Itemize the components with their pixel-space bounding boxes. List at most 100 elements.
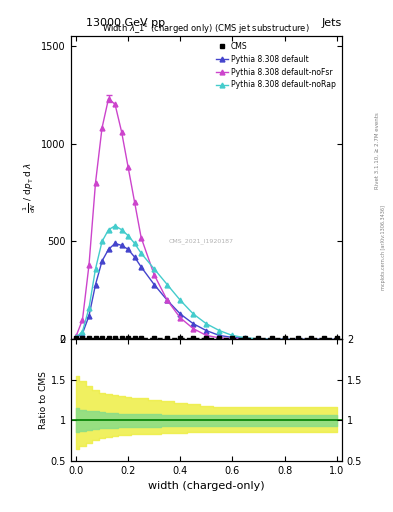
Pythia 8.308 default: [178, 311, 183, 317]
CMS: [132, 335, 137, 342]
Pythia 8.308 default-noRap: [152, 266, 156, 272]
Pythia 8.308 default: [152, 282, 156, 288]
Pythia 8.308 default: [106, 246, 111, 252]
Text: 13000 GeV pp: 13000 GeV pp: [86, 18, 165, 28]
Pythia 8.308 default-noRap: [295, 336, 300, 343]
Pythia 8.308 default-noRap: [73, 334, 78, 340]
Pythia 8.308 default-noRap: [256, 336, 261, 342]
Pythia 8.308 default-noFsr: [152, 272, 156, 278]
Pythia 8.308 default: [243, 335, 248, 342]
Pythia 8.308 default: [126, 246, 130, 252]
Pythia 8.308 default-noRap: [165, 282, 169, 288]
Pythia 8.308 default-noRap: [119, 227, 124, 233]
Pythia 8.308 default: [113, 240, 118, 246]
Pythia 8.308 default: [73, 334, 78, 340]
Pythia 8.308 default-noRap: [217, 328, 222, 334]
Pythia 8.308 default: [321, 336, 326, 343]
CMS: [119, 335, 124, 342]
Pythia 8.308 default-noRap: [139, 250, 143, 257]
Pythia 8.308 default: [165, 297, 169, 303]
Pythia 8.308 default-noFsr: [204, 332, 209, 338]
Pythia 8.308 default-noRap: [269, 336, 274, 342]
Pythia 8.308 default-noRap: [321, 336, 326, 343]
Pythia 8.308 default-noRap: [86, 305, 91, 311]
CMS: [269, 335, 274, 342]
CMS: [73, 335, 78, 342]
Pythia 8.308 default-noFsr: [243, 336, 248, 342]
CMS: [295, 335, 300, 342]
Y-axis label: $\frac{1}{\mathrm{d}N}$ / $\mathrm{d}p_\mathrm{T}$ $\mathrm{d}\,\lambda$: $\frac{1}{\mathrm{d}N}$ / $\mathrm{d}p_\…: [22, 162, 39, 213]
Pythia 8.308 default-noRap: [178, 297, 183, 303]
Pythia 8.308 default-noRap: [126, 232, 130, 239]
Pythia 8.308 default-noFsr: [73, 333, 78, 339]
CMS: [93, 335, 98, 342]
Pythia 8.308 default-noFsr: [334, 336, 339, 343]
Pythia 8.308 default-noFsr: [80, 317, 85, 323]
Pythia 8.308 default-noFsr: [100, 125, 105, 131]
Pythia 8.308 default: [132, 254, 137, 260]
Pythia 8.308 default-noRap: [204, 321, 209, 327]
CMS: [321, 335, 326, 342]
Pythia 8.308 default: [80, 330, 85, 336]
Text: Rivet 3.1.10, ≥ 2.7M events: Rivet 3.1.10, ≥ 2.7M events: [375, 113, 380, 189]
Pythia 8.308 default-noFsr: [191, 326, 196, 332]
Pythia 8.308 default-noFsr: [86, 262, 91, 268]
Pythia 8.308 default-noFsr: [269, 336, 274, 343]
Line: Pythia 8.308 default: Pythia 8.308 default: [73, 241, 339, 342]
Pythia 8.308 default-noFsr: [113, 101, 118, 108]
CMS: [165, 335, 169, 342]
Pythia 8.308 default-noFsr: [217, 335, 222, 341]
Text: mcplots.cern.ch [arXiv:1306.3436]: mcplots.cern.ch [arXiv:1306.3436]: [381, 205, 386, 290]
CMS: [243, 335, 248, 342]
CMS: [282, 335, 287, 342]
Pythia 8.308 default: [139, 264, 143, 270]
Pythia 8.308 default: [334, 336, 339, 343]
Pythia 8.308 default-noFsr: [178, 315, 183, 321]
Pythia 8.308 default-noRap: [230, 332, 235, 338]
CMS: [178, 335, 183, 342]
Pythia 8.308 default: [93, 282, 98, 288]
CMS: [113, 335, 118, 342]
CMS: [106, 335, 111, 342]
Y-axis label: Ratio to CMS: Ratio to CMS: [39, 371, 48, 429]
CMS: [217, 335, 222, 342]
Pythia 8.308 default: [191, 321, 196, 327]
Pythia 8.308 default: [282, 336, 287, 343]
Text: Jets: Jets: [321, 18, 342, 28]
Pythia 8.308 default-noFsr: [93, 180, 98, 186]
Pythia 8.308 default-noFsr: [139, 234, 143, 241]
CMS: [152, 335, 156, 342]
Pythia 8.308 default-noFsr: [132, 199, 137, 205]
CMS: [204, 335, 209, 342]
Pythia 8.308 default-noFsr: [256, 336, 261, 343]
Text: CMS_2021_I1920187: CMS_2021_I1920187: [169, 238, 233, 244]
Pythia 8.308 default-noFsr: [106, 95, 111, 101]
Pythia 8.308 default-noRap: [308, 336, 313, 343]
Pythia 8.308 default: [86, 313, 91, 319]
Line: Pythia 8.308 default-noRap: Pythia 8.308 default-noRap: [73, 223, 339, 342]
X-axis label: width (charged-only): width (charged-only): [148, 481, 264, 491]
CMS: [308, 335, 313, 342]
Pythia 8.308 default-noRap: [243, 335, 248, 341]
Pythia 8.308 default-noRap: [106, 227, 111, 233]
CMS: [139, 335, 143, 342]
Pythia 8.308 default: [256, 336, 261, 342]
Pythia 8.308 default-noFsr: [308, 336, 313, 343]
Pythia 8.308 default-noFsr: [119, 129, 124, 135]
Pythia 8.308 default-noFsr: [126, 164, 130, 170]
CMS: [100, 335, 105, 342]
Pythia 8.308 default-noFsr: [321, 336, 326, 343]
CMS: [126, 335, 130, 342]
Pythia 8.308 default-noRap: [191, 311, 196, 317]
Line: Pythia 8.308 default-noFsr: Pythia 8.308 default-noFsr: [73, 96, 339, 342]
CMS: [86, 335, 91, 342]
Pythia 8.308 default-noRap: [282, 336, 287, 343]
Pythia 8.308 default-noRap: [132, 240, 137, 246]
Pythia 8.308 default-noFsr: [165, 297, 169, 303]
Pythia 8.308 default: [204, 328, 209, 334]
Pythia 8.308 default-noFsr: [282, 336, 287, 343]
Pythia 8.308 default-noRap: [100, 239, 105, 245]
Pythia 8.308 default: [269, 336, 274, 342]
Pythia 8.308 default: [119, 242, 124, 248]
Pythia 8.308 default-noRap: [334, 336, 339, 343]
